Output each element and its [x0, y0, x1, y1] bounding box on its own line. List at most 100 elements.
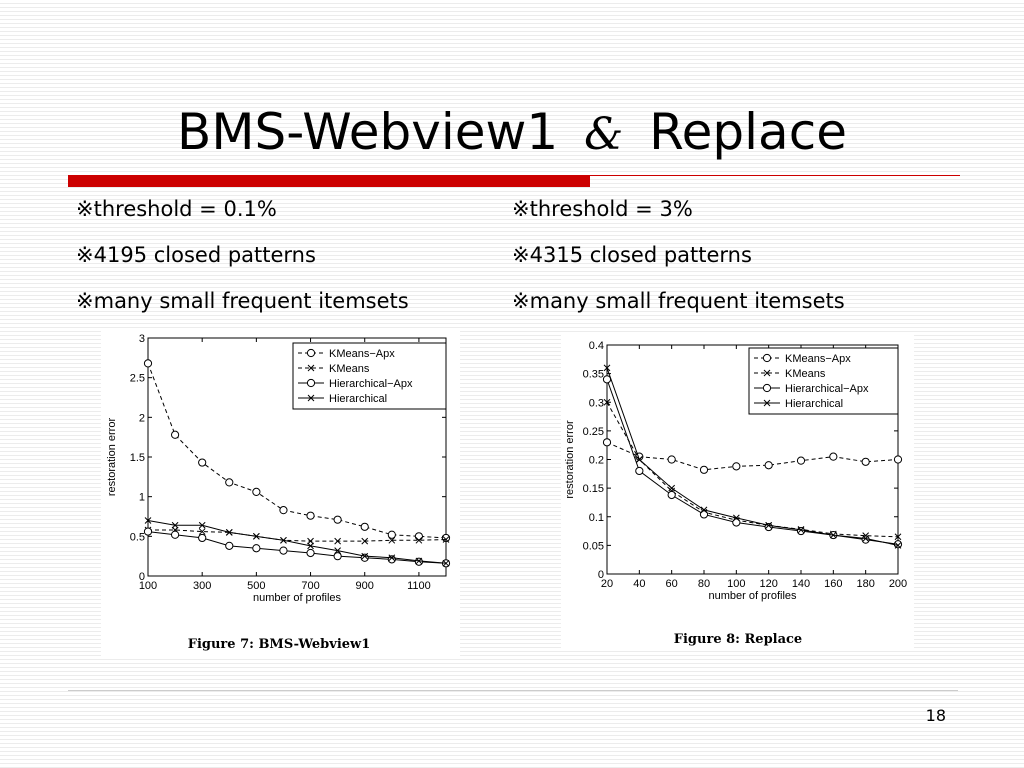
legend-label: KMeans−Apx [785, 353, 851, 365]
data-point [388, 556, 395, 563]
chart-bms-webview1: 100 300 500 700 900 110000.511.522.53number o… [101, 329, 460, 656]
data-point [830, 453, 837, 460]
bullet-item: ※threshold = 3% [512, 198, 845, 244]
y-tick-label: 0.3 [589, 397, 604, 409]
data-point [307, 512, 314, 519]
data-point [603, 376, 610, 383]
data-point [894, 541, 901, 548]
data-point [171, 531, 178, 538]
data-point [253, 488, 260, 495]
reference-mark-icon: ※ [76, 197, 94, 221]
right-bullet-list: ※threshold = 3% ※4315 closed patterns ※m… [512, 198, 845, 336]
y-tick-label: 0 [139, 571, 145, 583]
data-point [700, 466, 707, 473]
figure-caption: Figure 7: BMS-Webview1 [188, 637, 371, 652]
x-tick-label: 180 [856, 578, 874, 590]
figure-bms-webview1: 100 300 500 700 900 1100 0 0.5 1 1.5 2 2.5 3 number o… [101, 329, 460, 656]
title-underline-bar [68, 175, 590, 187]
data-point [226, 479, 233, 486]
data-point [668, 456, 675, 463]
y-tick-label: 2 [139, 412, 145, 424]
series-hierarchical [145, 517, 449, 566]
series-hierarchical-apx [144, 528, 449, 567]
x-tick-label: 40 [633, 578, 645, 590]
reference-mark-icon: ※ [76, 289, 94, 313]
x-tick-label: 300 [193, 580, 211, 592]
data-point [415, 533, 422, 540]
legend-label: Hierarchical−Apx [785, 383, 869, 395]
title-left: BMS-Webview1 [177, 103, 558, 161]
data-point [669, 485, 675, 491]
legend-marker [763, 354, 770, 361]
x-tick-label: 1100 [407, 580, 431, 592]
data-point [199, 534, 206, 541]
data-point [307, 549, 314, 556]
bullet-item: ※many small frequent itemsets [512, 290, 845, 336]
reference-mark-icon: ※ [512, 289, 530, 313]
x-tick-label: 120 [759, 578, 777, 590]
footer-divider [68, 690, 958, 691]
data-point [636, 467, 643, 474]
y-tick-label: 3 [139, 333, 145, 345]
data-point [361, 523, 368, 530]
x-tick-label: 900 [356, 580, 374, 592]
legend-marker [307, 379, 314, 386]
legend: KMeans−Apx KMeans Hierarchical−Apx Hierarch… [293, 343, 446, 409]
series-line [607, 442, 898, 469]
legend-marker [307, 349, 314, 356]
y-axis-label: restoration error [564, 420, 576, 499]
y-tick-label: 0.4 [589, 340, 604, 352]
legend-label: Hierarchical−Apx [329, 378, 413, 390]
legend-label: KMeans [785, 368, 826, 380]
data-point [199, 459, 206, 466]
data-point [226, 542, 233, 549]
bullet-item: ※threshold = 0.1% [76, 198, 409, 244]
x-tick-label: 500 [247, 580, 265, 592]
title-right: Replace [649, 103, 847, 161]
y-axis-label: restoration error [106, 418, 118, 497]
y-tick-label: 1.5 [130, 452, 145, 464]
title-ampersand: & [584, 109, 623, 160]
x-tick-label: 140 [792, 578, 810, 590]
legend-label: KMeans [329, 363, 370, 375]
data-point [797, 457, 804, 464]
y-tick-label: 0.35 [583, 369, 604, 381]
reference-mark-icon: ※ [512, 197, 530, 221]
x-tick-label: 80 [698, 578, 710, 590]
title-underline-line [590, 175, 960, 176]
legend: KMeans−Apx KMeans Hierarchical−Apx Hierarch… [749, 348, 898, 414]
slide-title: BMS-Webview1 & Replace [0, 100, 1024, 167]
data-point [765, 462, 772, 469]
x-tick-label: 160 [824, 578, 842, 590]
x-axis-label: number of profiles [708, 590, 797, 602]
page-number: 18 [926, 706, 946, 725]
y-tick-label: 0.25 [583, 426, 604, 438]
x-tick-label: 100 [727, 578, 745, 590]
chart-replace: 20 40 60 80 100 120 140 160 180 200 0 0.05 0.1 0.15 0.… [561, 333, 914, 651]
series-line [148, 520, 446, 563]
data-point [334, 516, 341, 523]
data-point [797, 527, 804, 534]
reference-mark-icon: ※ [512, 243, 530, 267]
data-point [603, 439, 610, 446]
data-point [862, 536, 869, 543]
data-point [144, 528, 151, 535]
legend-label: Hierarchical [329, 393, 387, 405]
bullet-item: ※4195 closed patterns [76, 244, 409, 290]
series-kmeans [604, 399, 901, 540]
bullet-item: ※4315 closed patterns [512, 244, 845, 290]
y-tick-label: 0.1 [589, 512, 604, 524]
data-point [253, 545, 260, 552]
x-tick-label: 60 [666, 578, 678, 590]
y-tick-label: 0.15 [583, 483, 604, 495]
figure-replace: 20 40 60 80 100 120 140 160 180 200 0 0.05 0.1 0.15 0.… [561, 333, 914, 651]
legend-label: KMeans−Apx [329, 348, 395, 360]
y-tick-label: 0.05 [583, 540, 604, 552]
y-tick-label: 2.5 [130, 373, 145, 385]
x-tick-label: 700 [301, 580, 319, 592]
data-point [894, 456, 901, 463]
data-point [442, 534, 449, 541]
y-tick-label: 0 [598, 569, 604, 581]
data-point [668, 491, 675, 498]
data-point [280, 507, 287, 514]
